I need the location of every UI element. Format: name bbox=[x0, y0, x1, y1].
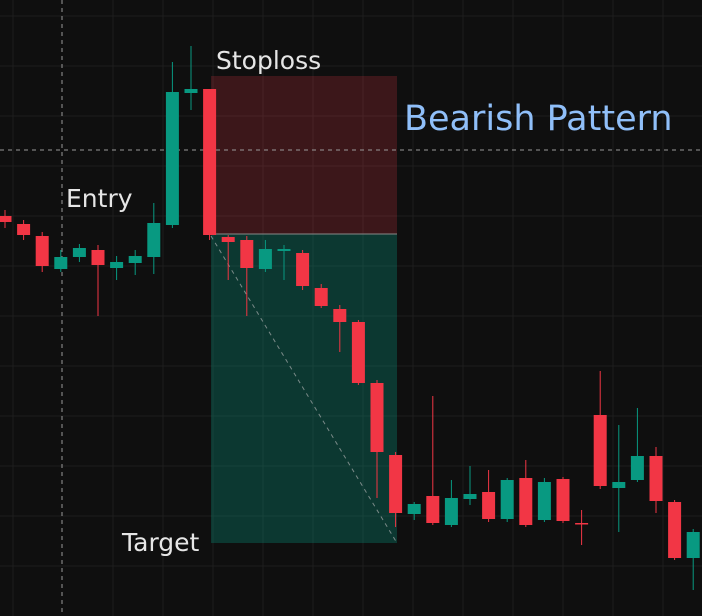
candle-body bbox=[370, 383, 384, 452]
candle-body bbox=[500, 480, 514, 519]
pattern-title: Bearish Pattern bbox=[404, 99, 673, 139]
candle-body bbox=[258, 249, 272, 269]
candle-body bbox=[333, 309, 347, 322]
candle-body bbox=[296, 253, 310, 286]
candle-body bbox=[575, 523, 589, 525]
candle-body bbox=[221, 237, 235, 242]
stoploss-zone bbox=[211, 76, 397, 234]
entry-label: Entry bbox=[66, 184, 133, 213]
candles bbox=[0, 46, 700, 590]
candle-body bbox=[72, 248, 86, 257]
candle-body bbox=[35, 236, 49, 266]
candle-body bbox=[389, 455, 403, 513]
candle-body bbox=[668, 502, 682, 558]
candle-body bbox=[426, 496, 440, 523]
stoploss-label: Stoploss bbox=[216, 46, 321, 75]
candle-body bbox=[91, 250, 105, 265]
candle-body bbox=[203, 89, 217, 235]
candle-body bbox=[407, 504, 421, 514]
target-label: Target bbox=[121, 528, 200, 557]
candle-body bbox=[649, 456, 663, 501]
candle-body bbox=[351, 322, 365, 383]
candle-body bbox=[556, 479, 570, 521]
candle-body bbox=[314, 288, 328, 306]
candle-body bbox=[537, 482, 551, 520]
candle-body bbox=[277, 249, 291, 251]
projection-line bbox=[210, 235, 398, 544]
candle-body bbox=[147, 223, 161, 257]
candle-body bbox=[630, 456, 644, 480]
candle-body bbox=[463, 494, 477, 499]
candle-body bbox=[519, 478, 533, 525]
candle-body bbox=[240, 240, 254, 268]
candle-body bbox=[0, 216, 12, 222]
candle-body bbox=[593, 415, 607, 486]
candle-body bbox=[184, 89, 198, 93]
candle-body bbox=[482, 492, 496, 519]
candle-body bbox=[54, 257, 68, 269]
candle-body bbox=[444, 498, 458, 525]
candle-body bbox=[128, 256, 142, 263]
candle-body bbox=[165, 92, 179, 225]
candle-body bbox=[110, 262, 124, 268]
candle-body bbox=[686, 532, 700, 558]
candle-body bbox=[17, 224, 31, 235]
candle-body bbox=[612, 482, 626, 488]
